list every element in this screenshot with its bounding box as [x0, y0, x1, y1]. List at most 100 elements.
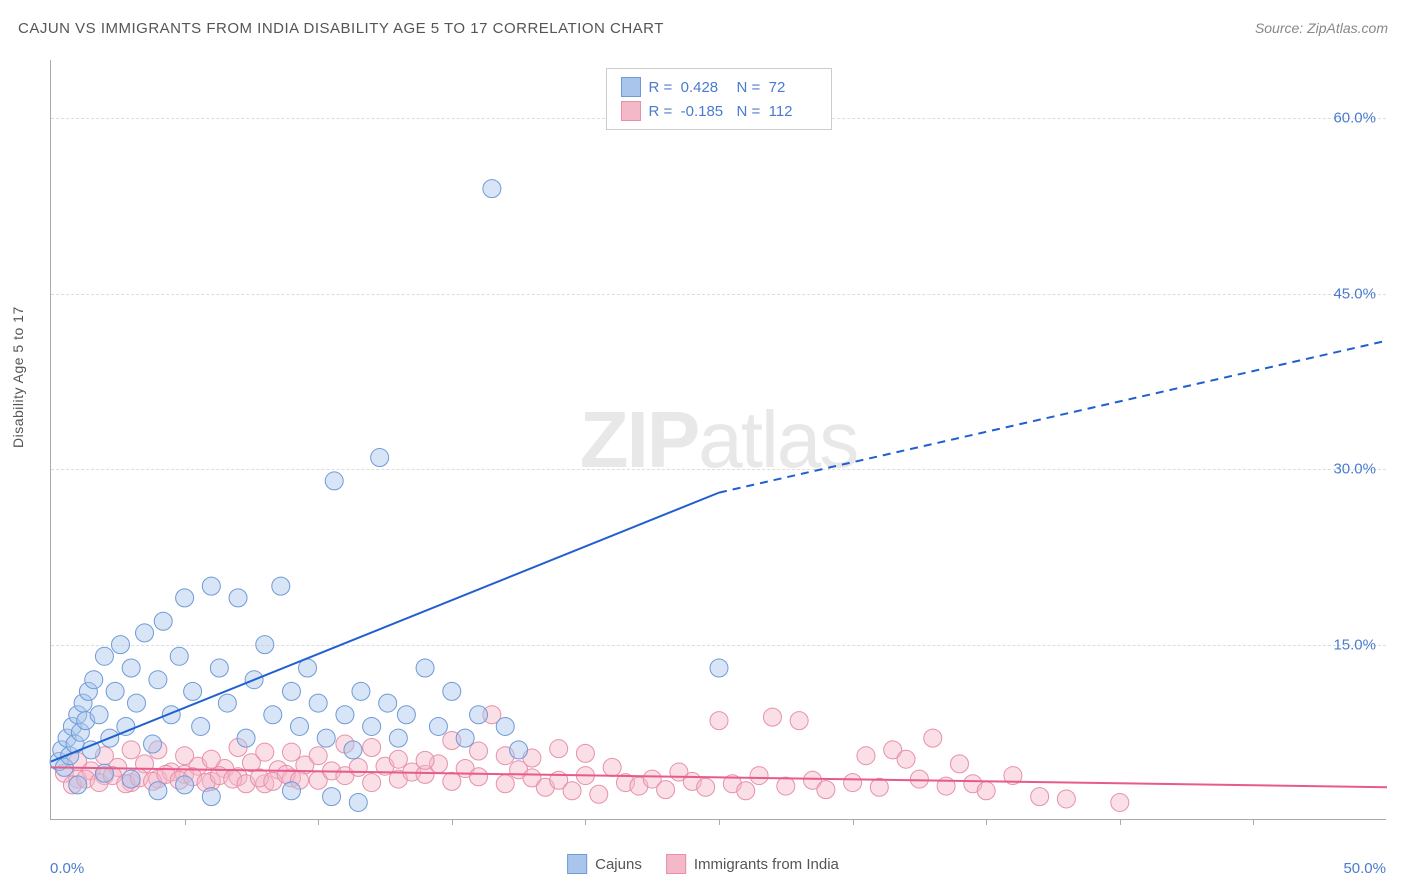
- scatter-point: [389, 729, 407, 747]
- trend-line-dashed: [719, 341, 1387, 493]
- scatter-point: [323, 788, 341, 806]
- scatter-point: [202, 577, 220, 595]
- scatter-point: [256, 636, 274, 654]
- legend-row-series-2: R = -0.185 N = 112: [621, 99, 817, 123]
- scatter-point: [85, 671, 103, 689]
- scatter-point: [154, 612, 172, 630]
- scatter-point: [176, 589, 194, 607]
- legend-label-cajuns: Cajuns: [595, 856, 642, 873]
- x-tick: [585, 819, 586, 825]
- scatter-point: [737, 782, 755, 800]
- scatter-point: [264, 706, 282, 724]
- source-credit: Source: ZipAtlas.com: [1255, 20, 1388, 36]
- scatter-point: [282, 682, 300, 700]
- x-axis-min-label: 0.0%: [50, 860, 84, 877]
- scatter-point: [817, 781, 835, 799]
- scatter-point: [483, 180, 501, 198]
- scatter-point: [1057, 790, 1075, 808]
- scatter-point: [977, 782, 995, 800]
- scatter-point: [149, 782, 167, 800]
- scatter-point: [416, 659, 434, 677]
- x-tick: [185, 819, 186, 825]
- scatter-point: [176, 747, 194, 765]
- scatter-point: [750, 767, 768, 785]
- scatter-point: [349, 793, 367, 811]
- scatter-point: [176, 776, 194, 794]
- scatter-point: [1111, 793, 1129, 811]
- scatter-point: [657, 781, 675, 799]
- scatter-point: [416, 751, 434, 769]
- scatter-chart-svg: [51, 60, 1386, 819]
- scatter-point: [496, 717, 514, 735]
- scatter-point: [237, 729, 255, 747]
- scatter-point: [844, 774, 862, 792]
- scatter-point: [443, 682, 461, 700]
- scatter-point: [122, 770, 140, 788]
- scatter-point: [550, 740, 568, 758]
- scatter-point: [192, 717, 210, 735]
- scatter-point: [857, 747, 875, 765]
- scatter-point: [128, 694, 146, 712]
- scatter-point: [576, 744, 594, 762]
- x-tick: [986, 819, 987, 825]
- scatter-point: [697, 778, 715, 796]
- scatter-point: [149, 671, 167, 689]
- scatter-point: [111, 636, 129, 654]
- y-axis-label: Disability Age 5 to 17: [10, 306, 26, 448]
- x-tick: [318, 819, 319, 825]
- scatter-point: [1031, 788, 1049, 806]
- legend-swatch-series-2: [621, 101, 641, 121]
- legend-r-label-2: R = -0.185: [649, 103, 729, 120]
- scatter-point: [371, 449, 389, 467]
- scatter-point: [870, 778, 888, 796]
- scatter-point: [470, 706, 488, 724]
- scatter-point: [170, 647, 188, 665]
- scatter-point: [344, 741, 362, 759]
- scatter-point: [282, 743, 300, 761]
- scatter-point: [379, 694, 397, 712]
- source-label: Source:: [1255, 20, 1303, 36]
- scatter-point: [352, 682, 370, 700]
- scatter-point: [317, 729, 335, 747]
- scatter-point: [897, 750, 915, 768]
- scatter-point: [389, 750, 407, 768]
- scatter-point: [210, 659, 228, 677]
- source-value: ZipAtlas.com: [1307, 20, 1388, 36]
- legend-row-series-1: R = 0.428 N = 72: [621, 75, 817, 99]
- x-tick: [1253, 819, 1254, 825]
- x-tick: [1120, 819, 1121, 825]
- legend-n-label-2: N = 112: [737, 103, 817, 120]
- scatter-point: [122, 659, 140, 677]
- scatter-point: [349, 758, 367, 776]
- scatter-point: [910, 770, 928, 788]
- scatter-point: [363, 717, 381, 735]
- legend-r-label-1: R = 0.428: [649, 79, 729, 96]
- scatter-point: [790, 712, 808, 730]
- scatter-point: [710, 712, 728, 730]
- scatter-point: [309, 747, 327, 765]
- scatter-point: [924, 729, 942, 747]
- scatter-point: [763, 708, 781, 726]
- legend-n-label-1: N = 72: [737, 79, 817, 96]
- scatter-point: [456, 729, 474, 747]
- scatter-point: [136, 624, 154, 642]
- legend-label-india: Immigrants from India: [694, 856, 839, 873]
- legend-swatch-cajuns: [567, 854, 587, 874]
- scatter-point: [184, 682, 202, 700]
- x-tick: [853, 819, 854, 825]
- scatter-point: [309, 694, 327, 712]
- scatter-point: [202, 750, 220, 768]
- legend-item-cajuns: Cajuns: [567, 854, 642, 874]
- scatter-point: [122, 741, 140, 759]
- chart-title: CAJUN VS IMMIGRANTS FROM INDIA DISABILIT…: [18, 20, 664, 37]
- scatter-point: [95, 647, 113, 665]
- scatter-point: [117, 717, 135, 735]
- scatter-point: [397, 706, 415, 724]
- legend-item-india: Immigrants from India: [666, 854, 839, 874]
- scatter-point: [470, 768, 488, 786]
- scatter-point: [325, 472, 343, 490]
- scatter-point: [202, 788, 220, 806]
- scatter-point: [563, 782, 581, 800]
- x-tick: [719, 819, 720, 825]
- legend-series-box: Cajuns Immigrants from India: [567, 854, 839, 874]
